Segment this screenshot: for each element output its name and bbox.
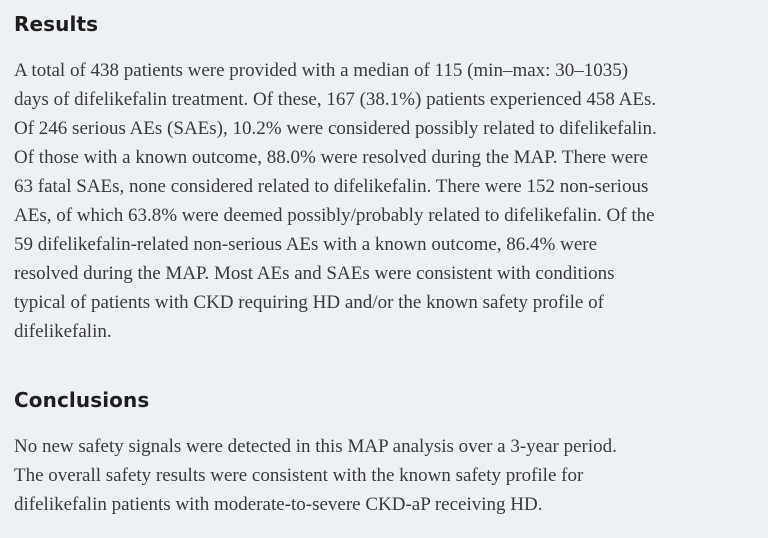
conclusions-heading: Conclusions [14,388,150,412]
results-paragraph: A total of 438 patients were provided wi… [14,60,657,342]
section-conclusions: Conclusions No new safety signals were d… [14,386,768,519]
results-heading: Results [14,12,99,36]
conclusions-paragraph: No new safety signals were detected in t… [14,436,617,515]
section-results: Results A total of 438 patients were pro… [14,10,768,346]
